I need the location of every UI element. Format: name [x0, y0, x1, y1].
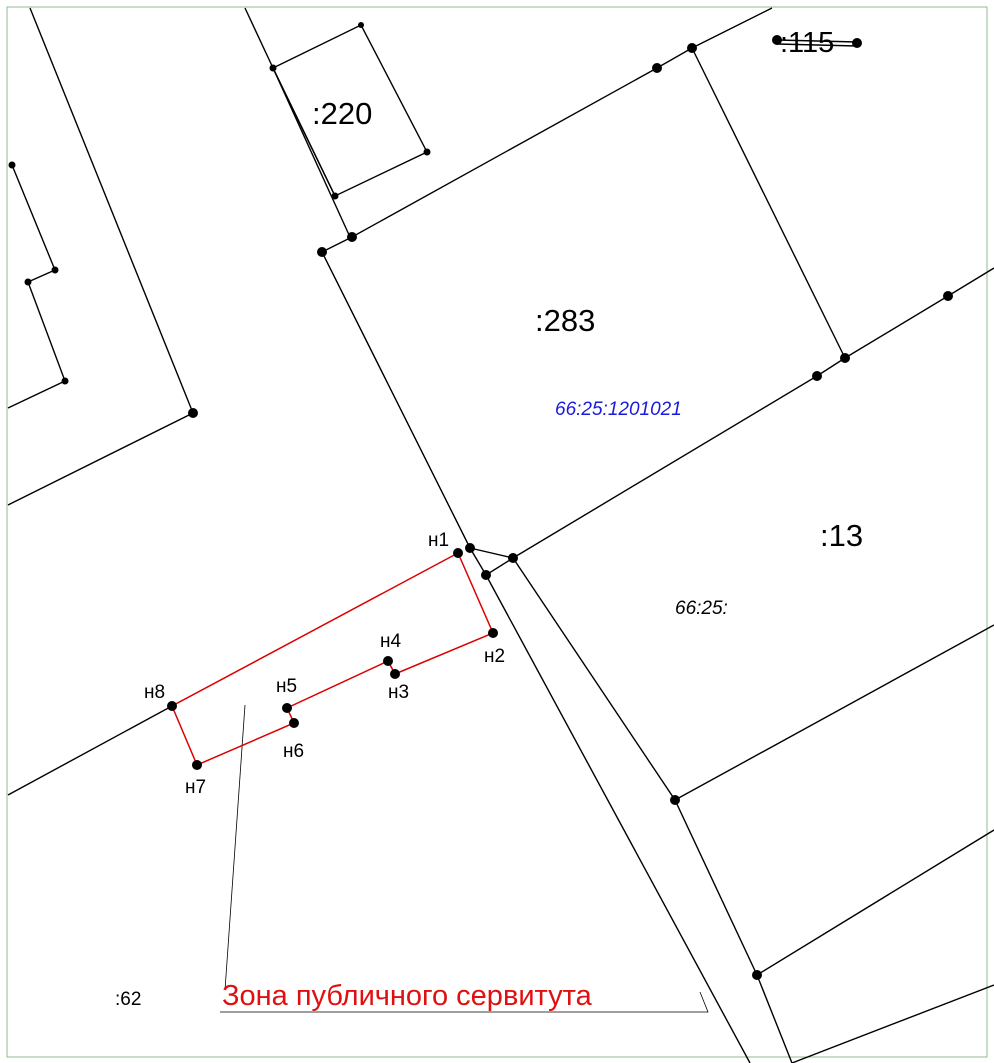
point-label: н4 [380, 631, 401, 652]
frame [6, 6, 988, 1058]
quarter-label: 66:25:1201021 [555, 399, 682, 420]
vertices [8, 22, 953, 980]
point-label: н1 [428, 530, 449, 551]
point-label: н8 [144, 682, 165, 703]
parcel-label: :13 [820, 518, 863, 553]
point-label: н2 [484, 646, 505, 667]
quarter-label: 66:25: [675, 598, 728, 619]
point-label: н5 [276, 676, 297, 697]
parcel-label: :283 [535, 303, 595, 338]
zone-label: Зона публичного сервитута [222, 980, 593, 1012]
parcel-label: :62 [115, 989, 141, 1010]
parcel-label: :220 [312, 96, 372, 131]
parcel-label: :115 [780, 27, 834, 59]
point-label: н6 [283, 741, 304, 762]
point-label: н7 [185, 777, 206, 798]
point-label: н3 [388, 682, 409, 703]
